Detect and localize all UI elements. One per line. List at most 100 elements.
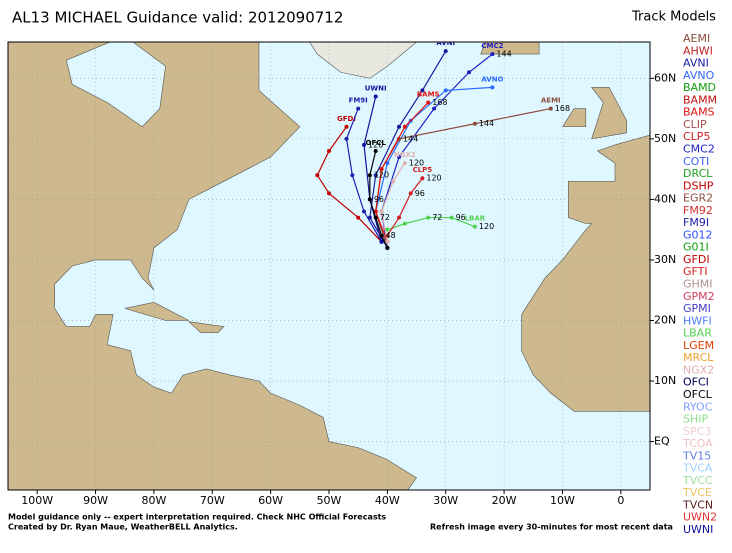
legend-title: Track Models xyxy=(631,10,716,25)
track-name: CLP5 xyxy=(413,166,433,174)
track-point xyxy=(385,245,390,250)
x-tick-label: 10W xyxy=(550,494,575,507)
track-point xyxy=(432,106,437,111)
track-name: BAMS xyxy=(417,91,440,99)
track-line xyxy=(380,162,406,242)
legend-entry: TVCA xyxy=(682,462,713,475)
hour-label: 120 xyxy=(479,222,494,231)
legend-entry: UWNI xyxy=(683,523,713,536)
track-point xyxy=(379,239,384,244)
legend-entry: TVCN xyxy=(682,498,713,511)
y-tick-label: EQ xyxy=(654,435,670,448)
track-point xyxy=(385,227,390,232)
y-tick-label: 30N xyxy=(654,253,676,266)
legend-entry: BAMS xyxy=(683,106,715,119)
track-point xyxy=(373,173,378,178)
track-point xyxy=(367,215,372,220)
track-point xyxy=(402,161,407,166)
footer-note: Refresh image every 30-minutes for most … xyxy=(430,523,673,532)
legend-entry: TVCC xyxy=(682,474,713,487)
track-point xyxy=(420,176,425,181)
track-point xyxy=(344,124,349,129)
hour-label: 144 xyxy=(496,50,511,59)
track-point xyxy=(449,215,454,220)
track-point xyxy=(467,70,472,75)
legend-entry: TVCE xyxy=(682,486,712,499)
track-point xyxy=(385,239,390,244)
track-point xyxy=(344,136,349,141)
land xyxy=(521,134,650,412)
legend-entry: OFCL xyxy=(683,388,713,401)
legend-entry: RYOC xyxy=(683,400,713,413)
legend-entry: LGEM xyxy=(683,339,714,352)
track-point xyxy=(402,221,407,226)
track-point xyxy=(426,100,431,105)
x-tick-label: 0 xyxy=(617,494,624,507)
legend-entry: SPC3 xyxy=(683,425,711,438)
legend-entry: COTI xyxy=(683,155,709,168)
x-tick-label: 50W xyxy=(317,494,342,507)
track-point xyxy=(443,88,448,93)
island xyxy=(561,108,587,128)
track-point xyxy=(373,94,378,99)
legend-entry: CMC2 xyxy=(683,142,715,155)
track-point xyxy=(373,215,378,220)
footer-note: Created by Dr. Ryan Maue, WeatherBELL An… xyxy=(8,523,238,532)
legend-entry: AHWI xyxy=(683,44,713,57)
iceland xyxy=(480,42,540,55)
legend-entry: G01I xyxy=(683,241,709,254)
legend-entry: G012 xyxy=(683,228,713,241)
legend-entry: FM9I xyxy=(683,216,709,229)
map-frame xyxy=(7,41,651,491)
track-point xyxy=(472,121,477,126)
track-point xyxy=(367,173,372,178)
track-name: GFDI xyxy=(337,115,356,123)
legend-entry: MRCL xyxy=(683,351,714,364)
track-line xyxy=(369,150,388,249)
track-point xyxy=(362,209,367,214)
hour-label: 72 xyxy=(380,213,390,222)
x-tick-label: 30W xyxy=(433,494,458,507)
legend-entry: TV15 xyxy=(682,449,711,462)
track-name: AEMI xyxy=(541,97,561,105)
x-tick-label: 20W xyxy=(492,494,517,507)
track-point xyxy=(472,224,477,229)
hour-label: 168 xyxy=(555,104,570,113)
x-tick-label: 70W xyxy=(200,494,225,507)
legend-entry: OFCI xyxy=(683,376,709,389)
legend-entry: FM92 xyxy=(683,204,713,217)
legend-entry: CLIP xyxy=(683,118,707,131)
track-point xyxy=(426,215,431,220)
track-point xyxy=(490,52,495,57)
track-point xyxy=(362,142,367,147)
x-tick-label: 90W xyxy=(83,494,108,507)
legend-entry: CLP5 xyxy=(683,130,710,143)
legend-entry: SHIP xyxy=(683,413,708,426)
hour-label: 144 xyxy=(479,119,494,128)
legend-entry: GPMI xyxy=(683,302,711,315)
legend-entry: HWFI xyxy=(683,314,712,327)
hour-label: 120 xyxy=(426,174,441,183)
hour-label: 48 xyxy=(386,231,396,240)
legend-entry: GHMI xyxy=(683,278,713,291)
legend-entry: BAMM xyxy=(683,93,717,106)
track-name: LBAR xyxy=(465,215,486,223)
legend-entry: DRCL xyxy=(683,167,713,180)
track-name: OFCL xyxy=(366,139,387,147)
legend-entry: GFDI xyxy=(683,253,710,266)
y-tick-label: 40N xyxy=(654,192,676,205)
track-line xyxy=(386,177,423,237)
track-name: FM9I xyxy=(349,97,368,105)
hour-label: 96 xyxy=(456,213,466,222)
track-point xyxy=(379,167,384,172)
track-point xyxy=(379,233,384,238)
track-name: UWNI xyxy=(365,84,387,92)
track-line xyxy=(369,50,447,249)
track-point xyxy=(379,209,384,214)
x-tick-label: 60W xyxy=(258,494,283,507)
y-tick-label: 10N xyxy=(654,374,676,387)
track-point xyxy=(385,161,390,166)
hour-label: 72 xyxy=(432,213,442,222)
bay xyxy=(66,42,166,128)
